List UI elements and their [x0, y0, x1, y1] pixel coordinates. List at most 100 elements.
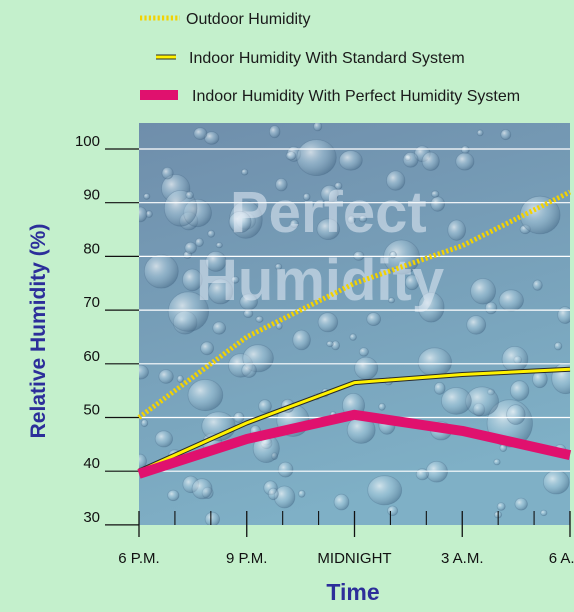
droplet [519, 195, 561, 235]
droplet [349, 333, 357, 341]
droplet [267, 487, 279, 501]
droplet [269, 125, 281, 139]
y-tick-label: 100 [75, 133, 100, 150]
y-tick-label: 70 [83, 294, 100, 311]
droplet [338, 150, 363, 171]
droplet [366, 312, 382, 327]
droplet [161, 166, 174, 180]
droplet [187, 379, 224, 412]
droplet [501, 346, 529, 373]
droplet [143, 254, 179, 289]
droplet [470, 278, 497, 305]
droplet [176, 374, 184, 383]
droplet [500, 129, 512, 141]
droplet [402, 152, 419, 168]
droplet [333, 493, 350, 511]
droplet [296, 139, 337, 177]
series-line-1 [137, 189, 572, 420]
droplet [163, 190, 198, 227]
droplet [386, 170, 406, 191]
droplet [498, 289, 524, 312]
droplet [255, 315, 264, 323]
droplet [334, 181, 343, 190]
droplet [430, 196, 446, 212]
droplet [506, 404, 526, 425]
droplet [417, 347, 452, 378]
droplet [447, 219, 467, 241]
x-tick-label: 3 A.M. [441, 550, 484, 567]
droplet [140, 419, 149, 428]
droplet [298, 489, 306, 498]
droplet [182, 268, 203, 292]
droplet [514, 497, 528, 511]
y-tick-label: 60 [83, 348, 100, 365]
droplet [417, 292, 445, 323]
droplet [207, 229, 216, 238]
droplet [554, 341, 563, 351]
watermark-line-2: Humidity [196, 248, 444, 313]
droplet [167, 489, 180, 502]
droplet [509, 380, 530, 401]
droplet [204, 511, 220, 525]
axes: 30 40 50 60 70 80 90 100 6 P.M. 9 P.M. MIDNIGHT 3 A… [75, 133, 574, 567]
droplet [193, 127, 208, 140]
droplet [194, 237, 204, 247]
series-line-3 [137, 409, 572, 479]
droplet [404, 274, 420, 291]
droplet [289, 219, 299, 229]
droplet [496, 502, 506, 511]
series-line-2 [138, 367, 571, 473]
droplet [241, 168, 249, 176]
droplet [354, 356, 379, 380]
y-tick-label: 30 [83, 509, 100, 526]
droplet [387, 297, 395, 304]
droplet [378, 402, 386, 411]
droplet [431, 190, 440, 198]
droplet [542, 470, 570, 495]
x-tick-label: MIDNIGHT [317, 550, 391, 567]
droplet [275, 322, 283, 330]
series-lines [137, 189, 572, 479]
y-tick-label: 40 [83, 455, 100, 472]
legend: Outdoor Humidity Indoor Humidity With Sta… [140, 11, 520, 105]
droplet [154, 430, 173, 448]
droplet [302, 192, 311, 201]
droplet [455, 152, 475, 171]
watermark-line-1: Perfect [230, 180, 427, 245]
droplet [212, 321, 227, 335]
droplet [215, 242, 223, 249]
droplet [207, 278, 234, 305]
droplet [292, 329, 311, 351]
droplet [228, 210, 252, 234]
legend-label-1: Outdoor Humidity [186, 11, 311, 28]
droplet [358, 347, 369, 357]
droplet [258, 399, 272, 414]
x-axis-title: Time [326, 579, 379, 605]
droplet [532, 279, 543, 291]
droplet [476, 129, 484, 137]
droplet [421, 151, 440, 171]
y-tick-label: 50 [83, 402, 100, 419]
water-droplets-image [139, 123, 570, 525]
droplet [285, 151, 297, 161]
droplet [484, 301, 498, 315]
droplet [200, 341, 215, 356]
droplet [440, 387, 472, 415]
droplet [191, 478, 213, 500]
droplet [433, 381, 446, 395]
droplet [540, 509, 548, 517]
y-axis-title: Relative Humidity (%) [27, 224, 50, 439]
droplet [275, 177, 288, 192]
droplet [313, 123, 323, 132]
droplet [326, 340, 334, 348]
droplet [139, 206, 148, 223]
droplet [347, 215, 356, 224]
droplet [158, 369, 174, 384]
droplet [167, 291, 209, 332]
droplet [184, 241, 197, 254]
y-tick-label: 90 [83, 187, 100, 204]
legend-label-3: Indoor Humidity With Perfect Humidity Sy… [192, 88, 520, 105]
plot-background [139, 123, 570, 525]
droplet [277, 461, 294, 478]
